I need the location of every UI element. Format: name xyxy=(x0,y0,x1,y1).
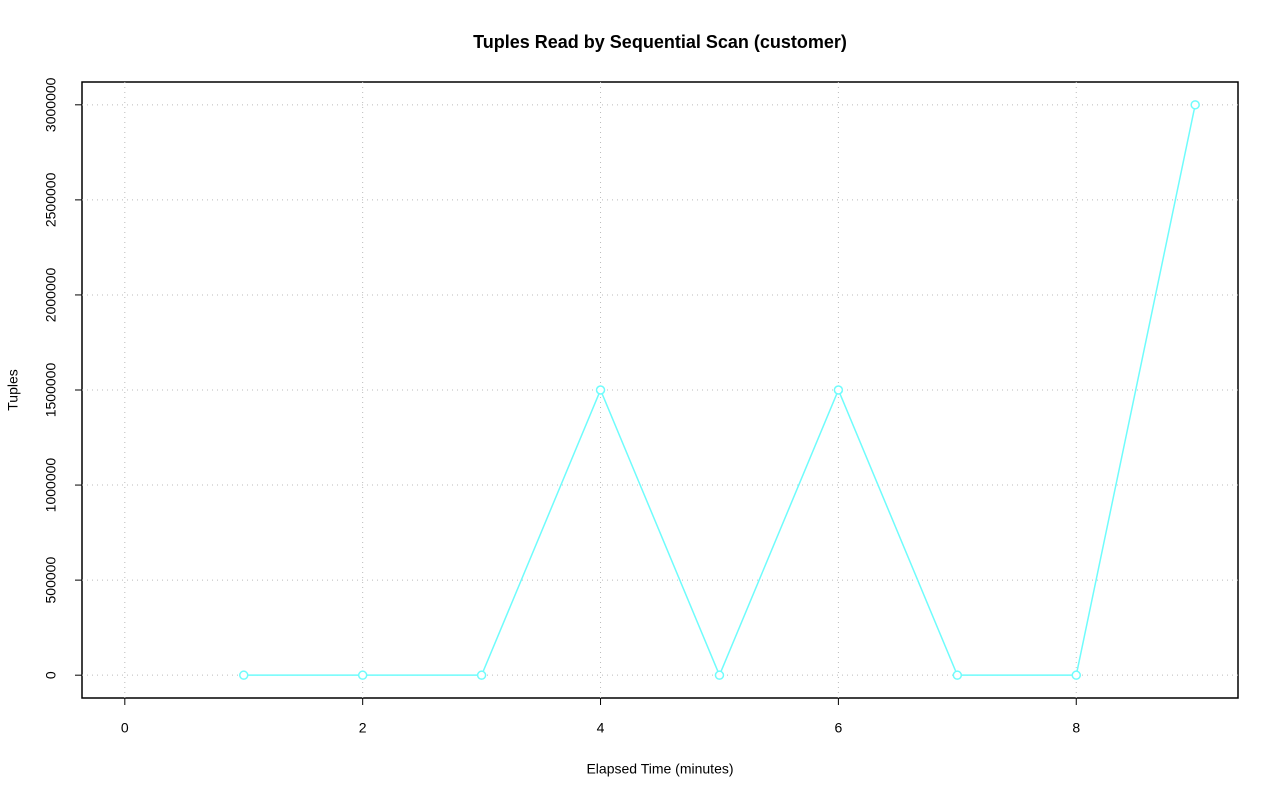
y-tick-label: 2000000 xyxy=(43,267,59,322)
x-axis-label: Elapsed Time (minutes) xyxy=(586,761,733,777)
data-point xyxy=(1071,670,1082,680)
y-tick-label: 3000000 xyxy=(43,77,59,132)
y-tick-label: 1000000 xyxy=(43,458,59,513)
y-axis-label: Tuples xyxy=(5,369,21,411)
x-tick-label: 6 xyxy=(834,720,842,736)
x-tick-label: 4 xyxy=(597,720,605,736)
data-point xyxy=(595,385,606,395)
x-tick-label: 8 xyxy=(1072,720,1080,736)
data-point xyxy=(476,670,487,680)
data-point xyxy=(833,385,844,395)
y-tick-label: 1500000 xyxy=(43,363,59,418)
data-point xyxy=(952,670,963,680)
data-point xyxy=(714,670,725,680)
x-tick-label: 2 xyxy=(359,720,367,736)
data-point xyxy=(238,670,249,680)
chart-title: Tuples Read by Sequential Scan (customer… xyxy=(473,32,847,52)
plot-frame xyxy=(81,81,1239,699)
x-tick-label: 0 xyxy=(121,720,129,736)
data-point xyxy=(357,670,368,680)
data-point xyxy=(1190,100,1200,110)
y-tick-label: 0 xyxy=(43,671,59,679)
y-tick-label: 2500000 xyxy=(43,172,59,227)
y-tick-label: 500000 xyxy=(43,557,59,604)
